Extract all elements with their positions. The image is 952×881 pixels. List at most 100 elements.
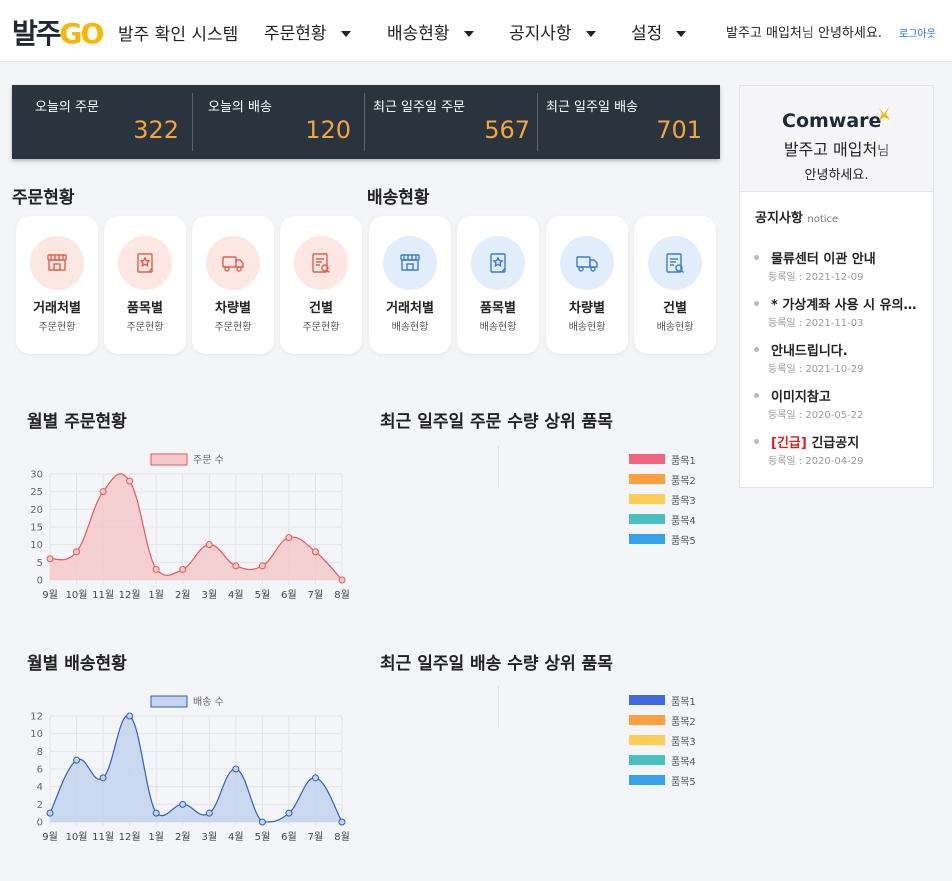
x-tick-label: 10월 (66, 589, 88, 601)
legend-label: 품목2 (671, 717, 696, 728)
tile-icon-circle (560, 236, 614, 290)
legend-label: 품목3 (671, 496, 696, 507)
data-point (152, 565, 160, 573)
bullet-icon (754, 255, 759, 260)
y-tick-label: 4 (37, 782, 43, 793)
tile-subtitle: 배송현황 (391, 322, 429, 333)
greet-honorific: 님 (801, 26, 814, 41)
legend-label: 주문 수 (193, 454, 224, 466)
notice-date: 등록일 : 2020-05-22 (768, 410, 864, 421)
greet-name: 발주고 매입처 (726, 26, 802, 41)
tile-icon-circle (471, 236, 525, 290)
data-point (205, 541, 213, 549)
greet-rest: 안녕하세요. (813, 26, 882, 41)
nav-order-status[interactable]: 주문현황 (264, 19, 351, 44)
legend-label: 품목3 (671, 737, 696, 748)
notice-panel: Comware 발주고 매입처님 안녕하세요. 공지사항 notice 물류센터… (739, 85, 934, 488)
y-tick-label: 10 (30, 540, 43, 551)
x-tick-label: 8월 (334, 831, 350, 843)
tile-blue-1[interactable]: 품목별 배송현황 (457, 216, 539, 354)
tile-subtitle: 배송현황 (479, 322, 517, 333)
tile-red-2[interactable]: 차량별 주문현황 (192, 216, 274, 354)
legend-swatch (150, 453, 188, 466)
notice-heading-text: 공지사항 (755, 211, 803, 226)
tile-red-3[interactable]: 건별 주문현황 (280, 216, 362, 354)
y-tick-label: 8 (37, 747, 43, 758)
monthly-order-title: 월별 주문현황 (27, 412, 127, 432)
x-tick-label: 2월 (175, 589, 191, 601)
notice-date: 등록일 : 2021-12-09 (768, 272, 864, 283)
app-logo[interactable]: 발주GO (12, 12, 105, 52)
bullet-icon (754, 347, 759, 352)
summary-label: 최근 일주일 주문 (373, 100, 465, 115)
x-tick-label: 8월 (334, 589, 350, 601)
legend-label: 품목5 (671, 777, 696, 788)
data-point (311, 774, 319, 782)
series-area (50, 715, 342, 822)
logout-link[interactable]: 로그아웃 (899, 29, 936, 40)
tile-subtitle: 배송현황 (568, 322, 606, 333)
x-tick-label: 12월 (119, 589, 141, 601)
notice-title[interactable]: 이미지참고 (771, 386, 926, 405)
top-order-title: 최근 일주일 주문 수량 상위 품목 (380, 412, 613, 432)
summary-value: 567 (484, 116, 530, 144)
y-tick-label: 12 (30, 712, 43, 723)
nav-label: 설정 (631, 24, 663, 44)
tile-blue-3[interactable]: 건별 배송현황 (634, 216, 716, 354)
nav-settings[interactable]: 설정 (631, 19, 687, 44)
data-point (258, 818, 266, 826)
legend-swatch (629, 755, 665, 765)
x-tick-label: 2월 (175, 831, 191, 843)
nav-notice[interactable]: 공지사항 (509, 19, 596, 44)
data-point (73, 548, 81, 556)
bullet-icon (754, 439, 759, 444)
data-point (338, 818, 346, 826)
legend-label: 품목4 (671, 757, 696, 768)
x-tick-label: 6월 (281, 831, 297, 843)
divider (537, 93, 538, 151)
buyer-hello: 안녕하세요. (804, 168, 869, 183)
nav-delivery-status[interactable]: 배송현황 (387, 19, 474, 44)
divider (192, 93, 193, 151)
notice-title[interactable]: 안내드립니다. (771, 340, 926, 359)
tile-icon-circle (383, 236, 437, 290)
legend-label: 배송 수 (193, 696, 224, 708)
y-tick-label: 10 (30, 729, 43, 740)
x-tick-label: 11월 (92, 589, 114, 601)
tile-blue-0[interactable]: 거래처별 배송현황 (369, 216, 451, 354)
legend-label: 품목2 (671, 476, 696, 487)
summary-week-order: 최근 일주일 주문 567 (373, 94, 530, 150)
top-header: 발주GO 발주 확인 시스템 주문현황 배송현황 공지사항 설정 발주고 매입처… (0, 0, 952, 62)
tile-blue-2[interactable]: 차량별 배송현황 (546, 216, 628, 354)
summary-value: 701 (656, 116, 702, 144)
x-tick-label: 6월 (281, 589, 297, 601)
caret-down-icon (585, 31, 596, 37)
notice-title[interactable]: * 가상계좌 사용 시 유의사항 (771, 294, 926, 313)
legend-swatch (629, 735, 665, 745)
notice-title[interactable]: 물류센터 이관 안내 (771, 248, 926, 267)
divider (364, 93, 365, 151)
legend-swatch (629, 514, 665, 524)
data-point (205, 809, 213, 817)
section-delivery-heading: 배송현황 (367, 188, 430, 208)
summary-label: 오늘의 배송 (208, 100, 272, 115)
tile-red-1[interactable]: 품목별 주문현황 (104, 216, 186, 354)
data-point (232, 562, 240, 570)
legend-swatch (629, 695, 665, 705)
notice-title[interactable]: [긴급] 긴급공지 (771, 432, 926, 451)
notice-date: 등록일 : 2021-10-29 (768, 364, 864, 375)
logo-go-text: GO (59, 17, 105, 50)
notice-heading-sub: notice (807, 214, 839, 225)
y-tick-label: 25 (30, 487, 43, 498)
company-logo-mark-icon (879, 107, 890, 121)
monthly-order-chart: 주문 수 0 5 10 15 20 25 30 9월 10월 11월 12월 1월 2월 3월 4월 5월 6월 7… (30, 453, 350, 601)
summary-bar: 오늘의 주문 322 오늘의 배송 120 최근 일주일 주문 567 최근 일… (12, 85, 720, 159)
x-tick-label: 4월 (228, 589, 244, 601)
tile-title: 거래처별 (33, 301, 81, 316)
tile-red-0[interactable]: 거래처별 주문현황 (16, 216, 98, 354)
x-tick-label: 7월 (308, 589, 324, 601)
data-point (232, 765, 240, 773)
buyer-name-text: 발주고 매입처 (783, 140, 878, 159)
legend-swatch (629, 715, 665, 725)
y-tick-label: 15 (30, 523, 43, 534)
